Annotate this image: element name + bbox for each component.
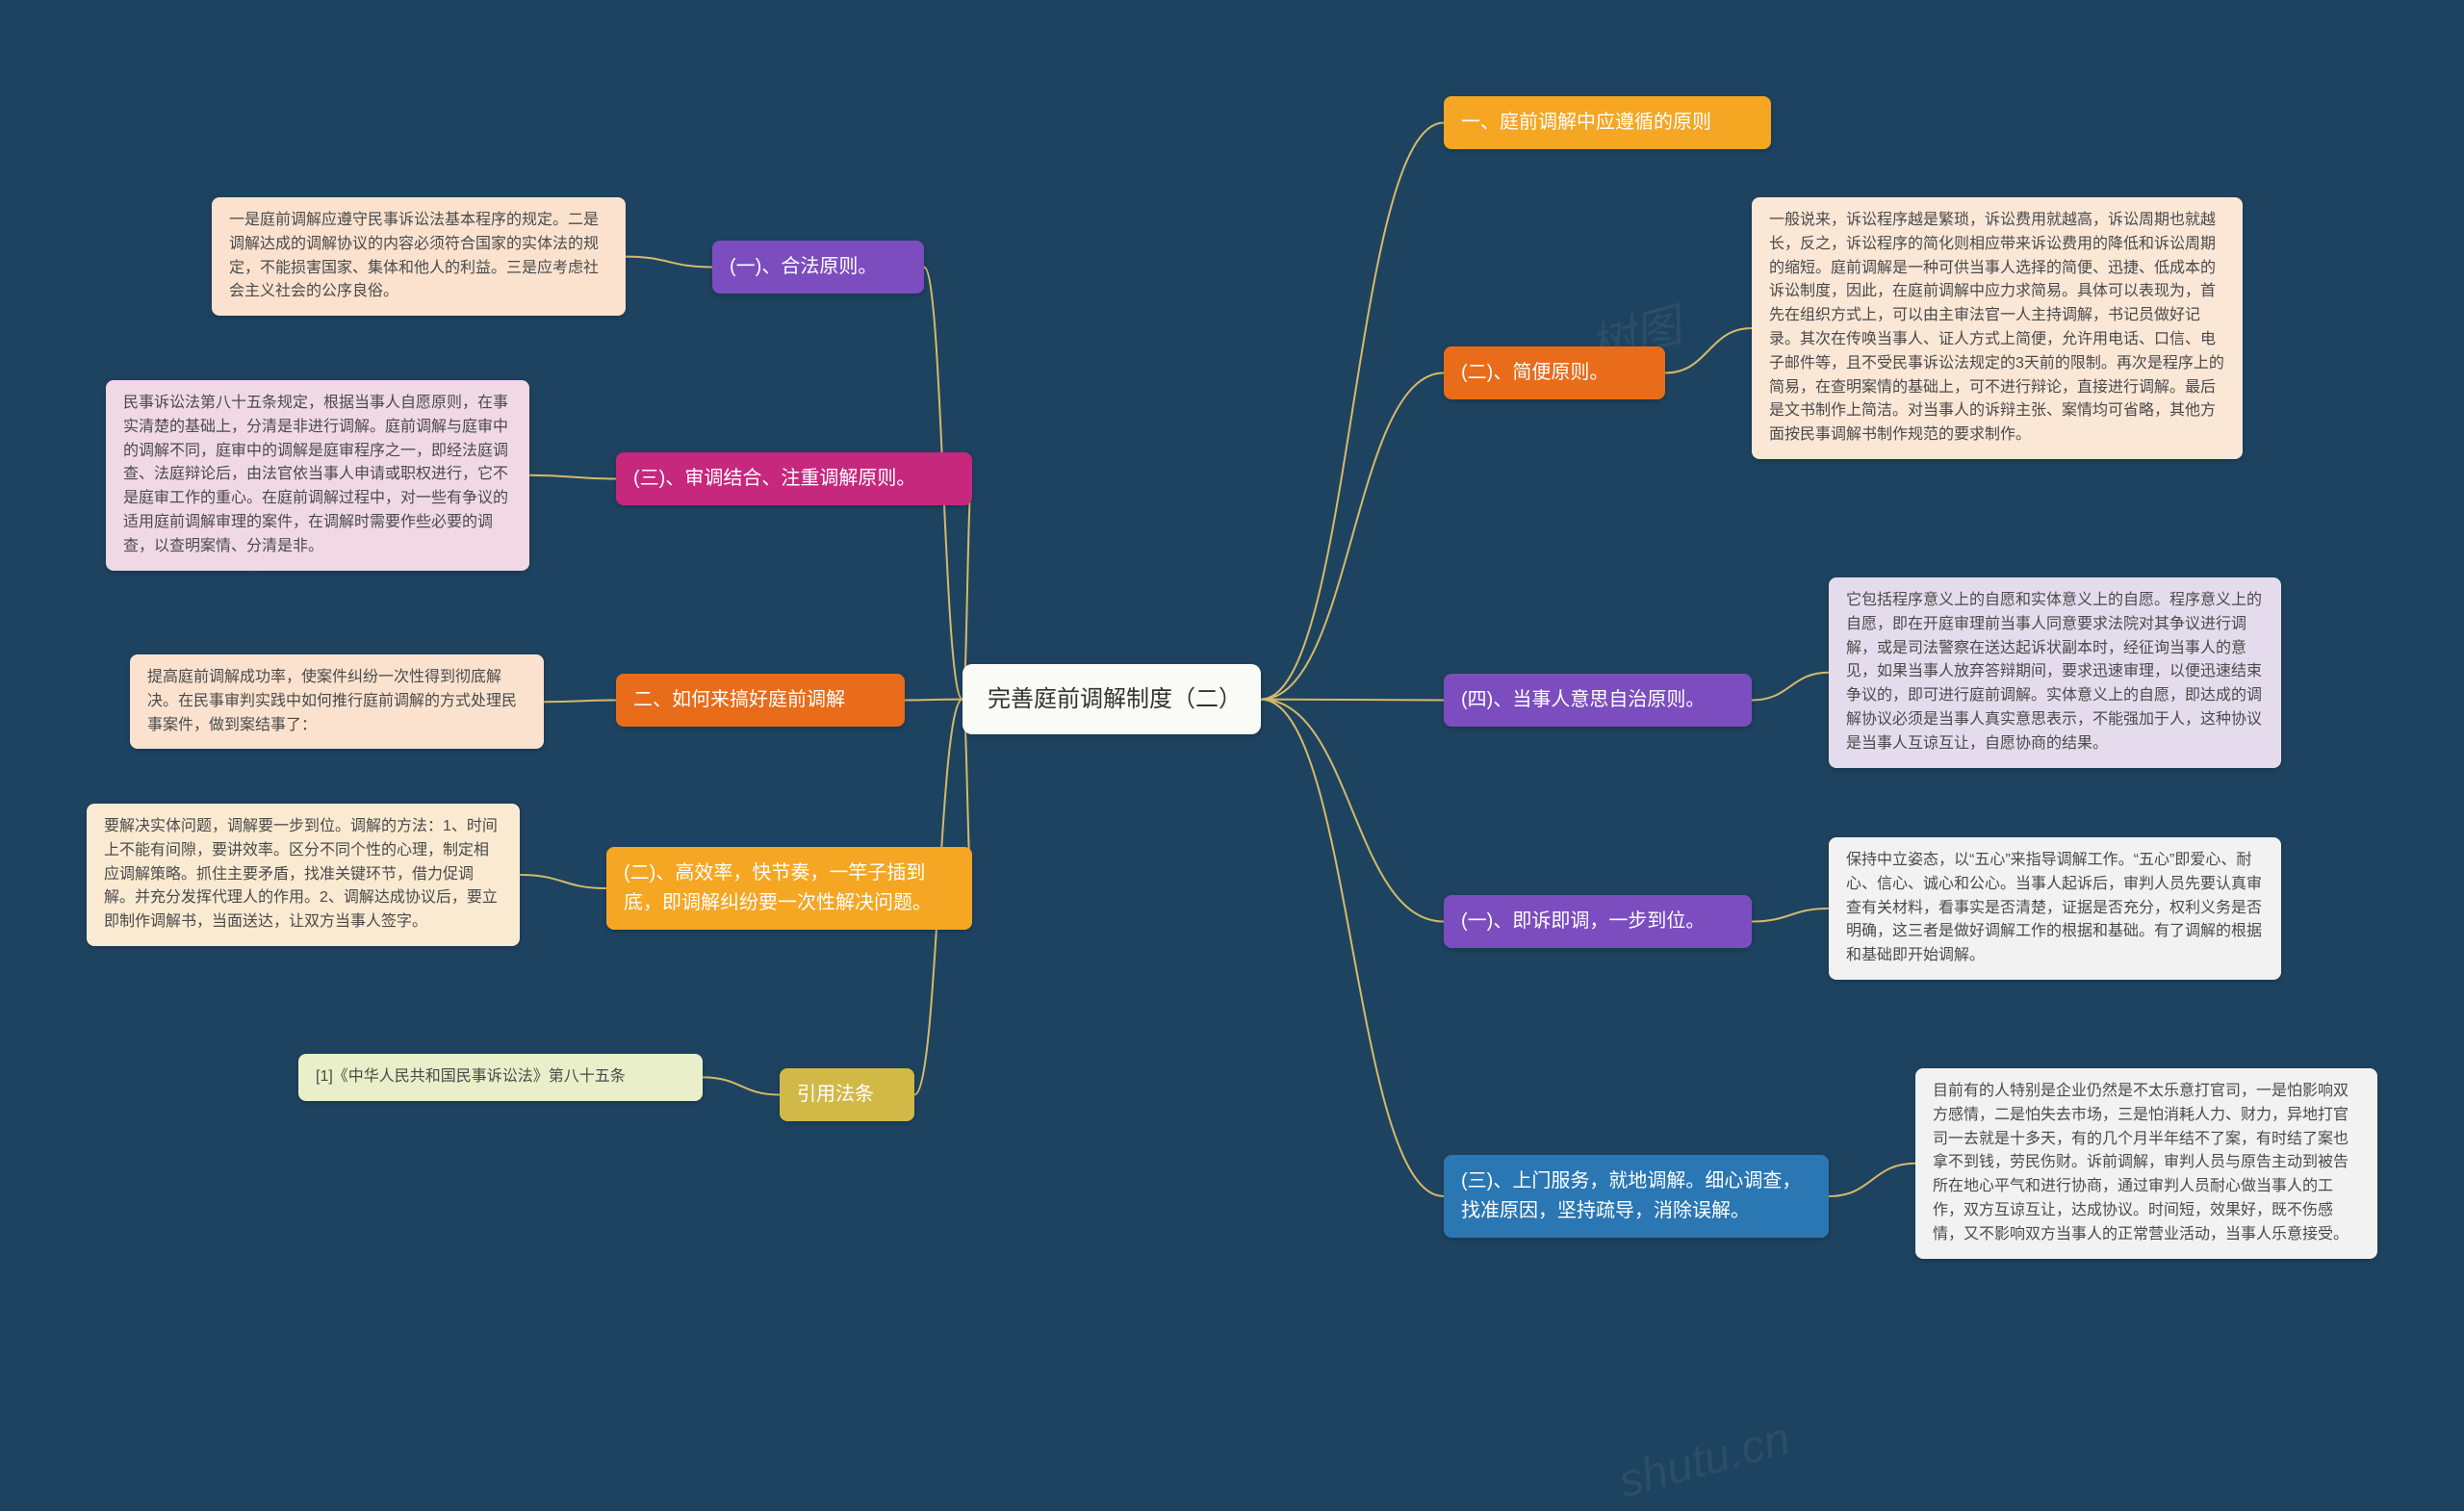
mindmap-node-r3: (四)、当事人意思自治原则。: [1444, 674, 1752, 727]
mindmap-node-l2d: 民事诉讼法第八十五条规定，根据当事人自愿原则，在事实清楚的基础上，分清是非进行调…: [106, 380, 529, 571]
mindmap-node-r4: (一)、即诉即调，一步到位。: [1444, 895, 1752, 948]
mindmap-node-r5d: 目前有的人特别是企业仍然是不太乐意打官司，一是怕影响双方感情，二是怕失去市场，三…: [1915, 1068, 2377, 1259]
mindmap-node-l3d: 提高庭前调解成功率，使案件纠纷一次性得到彻底解决。在民事审判实践中如何推行庭前调…: [130, 654, 544, 749]
mindmap-node-r5: (三)、上门服务，就地调解。细心调查，找准原因，坚持疏导，消除误解。: [1444, 1155, 1829, 1238]
center-node: 完善庭前调解制度（二）: [962, 664, 1261, 734]
mindmap-node-l1d: 一是庭前调解应遵守民事诉讼法基本程序的规定。二是调解达成的调解协议的内容必须符合…: [212, 197, 626, 316]
mindmap-node-r2d: 一般说来，诉讼程序越是繁琐，诉讼费用就越高，诉讼周期也就越长，反之，诉讼程序的简…: [1752, 197, 2243, 459]
mindmap-node-r1: 一、庭前调解中应遵循的原则: [1444, 96, 1771, 149]
mindmap-node-l5d: [1]《中华人民共和国民事诉讼法》第八十五条: [298, 1054, 703, 1101]
watermark: shutu.cn: [1613, 1412, 1796, 1508]
mindmap-node-l2: (三)、审调结合、注重调解原则。: [616, 452, 972, 505]
mindmap-node-l3: 二、如何来搞好庭前调解: [616, 674, 905, 727]
mindmap-node-l4d: 要解决实体问题，调解要一步到位。调解的方法：1、时间上不能有间隙，要讲效率。区分…: [87, 804, 520, 946]
mindmap-node-r3d: 它包括程序意义上的自愿和实体意义上的自愿。程序意义上的自愿，即在开庭审理前当事人…: [1829, 577, 2281, 768]
mindmap-node-r2: (二)、简便原则。: [1444, 346, 1665, 399]
mindmap-node-l4: (二)、高效率，快节奏，一竿子插到底，即调解纠纷要一次性解决问题。: [606, 847, 972, 930]
mindmap-node-l5: 引用法条: [780, 1068, 914, 1121]
mindmap-node-r4d: 保持中立姿态，以“五心”来指导调解工作。“五心”即爱心、耐心、信心、诚心和公心。…: [1829, 837, 2281, 980]
mindmap-node-l1: (一)、合法原则。: [712, 241, 924, 294]
